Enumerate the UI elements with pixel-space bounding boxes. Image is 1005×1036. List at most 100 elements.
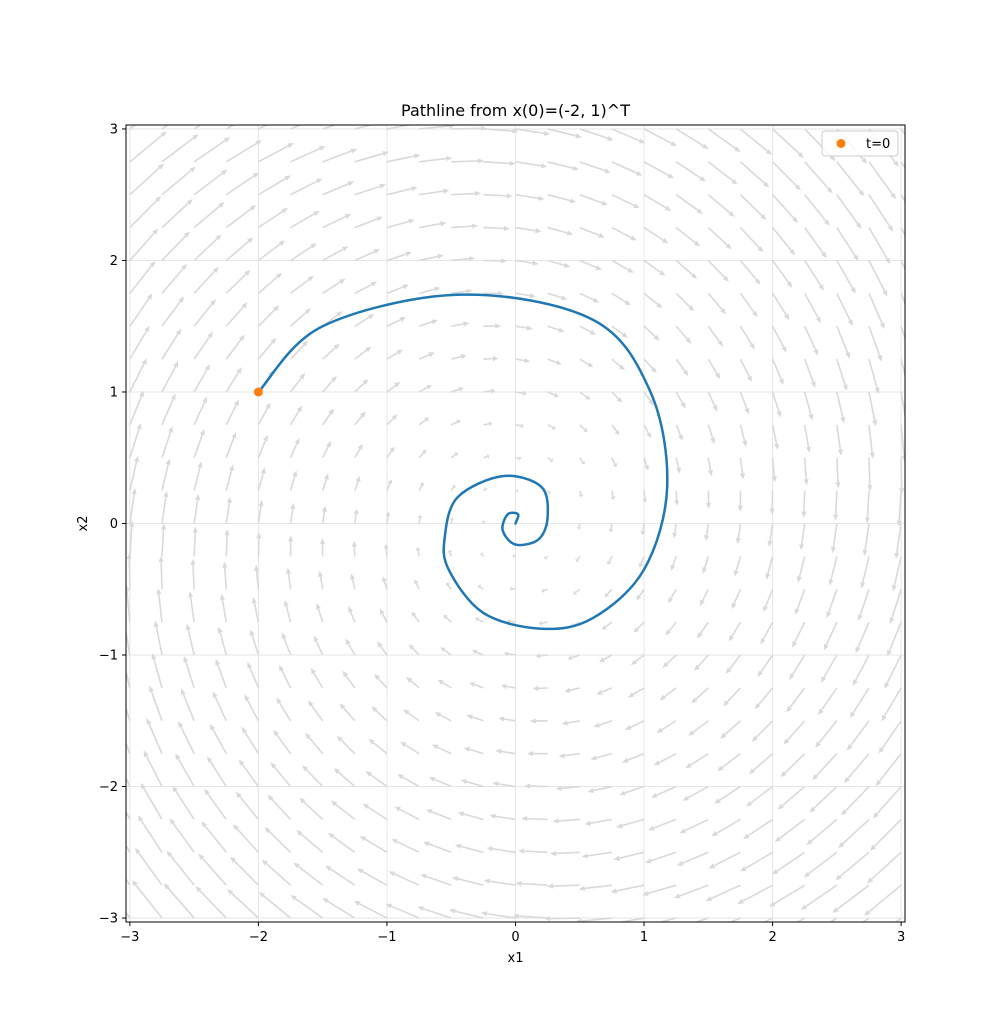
series-layer	[253, 293, 669, 631]
field-arrow-head	[210, 299, 216, 306]
field-arrow-shaft	[322, 248, 344, 262]
field-arrow-shaft	[418, 452, 425, 459]
field-arrow-head	[190, 558, 196, 565]
field-arrow-head	[778, 378, 784, 385]
field-arrow-shaft	[859, 589, 870, 616]
field-arrow-head	[307, 275, 314, 282]
field-arrow-head	[624, 725, 632, 730]
field-arrow-shaft	[611, 457, 616, 465]
field-arrow-head	[339, 703, 346, 710]
field-arrow-head	[382, 151, 389, 157]
field-arrow-shaft	[804, 161, 830, 190]
field-arrow-head	[638, 138, 646, 144]
field-arrow-head	[288, 535, 294, 542]
field-arrow-head	[878, 747, 885, 754]
field-arrow-shaft	[878, 753, 902, 782]
field-arrow-shaft	[515, 128, 545, 135]
legend-label: t=0	[866, 137, 890, 152]
field-arrow-shaft	[515, 325, 528, 329]
field-arrow-shaft	[273, 766, 292, 788]
field-arrow-head	[490, 388, 496, 394]
field-arrow-head	[469, 682, 476, 687]
field-arrow-head	[805, 446, 812, 453]
field-arrow-head	[379, 183, 386, 189]
field-arrow-head	[596, 689, 603, 695]
field-arrow-head	[861, 157, 868, 164]
field-arrow-shaft	[404, 744, 420, 755]
y-axis-label: x2	[76, 516, 91, 532]
field-arrow-shaft	[643, 490, 646, 499]
field-arrow-head	[760, 637, 766, 645]
field-arrow-shaft	[515, 424, 522, 427]
field-arrow-head	[621, 332, 628, 338]
field-arrow-head	[185, 623, 191, 631]
field-arrow-shaft	[515, 292, 530, 297]
field-arrow-shaft	[868, 457, 871, 486]
field-arrow-head	[347, 181, 355, 187]
field-arrow-shaft	[185, 661, 195, 689]
field-arrow-shaft	[457, 878, 484, 886]
field-arrow-shaft	[489, 880, 516, 886]
field-arrow-shaft	[289, 443, 298, 459]
field-arrow-head	[744, 407, 750, 415]
field-arrow-head	[668, 597, 674, 604]
field-arrow-head	[728, 635, 735, 642]
field-arrow-shaft	[251, 635, 260, 656]
field-arrow-shaft	[547, 325, 560, 331]
field-arrow-head	[249, 204, 257, 211]
field-arrow-shaft	[739, 194, 763, 217]
field-arrow-shaft	[687, 785, 709, 799]
axis-ticks: −3 −2 −1 0 1 2 3 −3 −2 −1 0 1 2 3	[99, 122, 905, 945]
field-arrow-head	[699, 599, 705, 607]
field-arrow-head	[646, 432, 651, 439]
field-arrow-head	[333, 768, 341, 775]
field-arrow-head	[754, 278, 761, 285]
field-arrow-shaft	[418, 255, 438, 262]
field-arrow-head	[489, 813, 496, 819]
field-arrow-head	[460, 354, 467, 360]
field-arrow-shaft	[836, 884, 870, 910]
field-arrow-shaft	[410, 680, 420, 689]
field-arrow-head	[815, 316, 822, 324]
field-arrow-shaft	[262, 895, 292, 919]
field-arrow-head	[781, 346, 787, 353]
field-arrow-head	[595, 265, 603, 270]
field-arrow-head	[449, 908, 456, 914]
field-arrow-shaft	[223, 567, 228, 590]
field-arrow-shaft	[225, 142, 258, 163]
field-arrow-shaft	[643, 325, 656, 338]
field-arrow-shaft	[300, 833, 324, 853]
field-arrow-head	[258, 892, 266, 898]
field-arrow-head	[146, 717, 152, 725]
field-arrow-head	[160, 131, 167, 138]
field-arrow-shaft	[818, 720, 838, 744]
field-arrow-shaft	[776, 851, 806, 872]
field-arrow-shaft	[386, 351, 399, 360]
field-arrow-head	[820, 676, 827, 683]
field-arrow-shaft	[857, 621, 870, 649]
field-arrow-shaft	[386, 318, 401, 327]
field-arrow-head	[260, 467, 266, 474]
field-arrow-shaft	[354, 185, 381, 196]
field-arrow-head	[457, 811, 465, 817]
field-arrow-head	[218, 201, 225, 208]
field-arrow-head	[606, 560, 612, 565]
field-arrow-head	[330, 376, 337, 383]
field-arrow-shaft	[852, 687, 870, 714]
field-arrow-shaft	[221, 599, 228, 623]
field-arrow-head	[362, 378, 369, 385]
field-arrow-head	[356, 868, 364, 874]
field-arrow-head	[680, 402, 686, 409]
field-arrow-head	[776, 410, 782, 418]
field-arrow-head	[414, 153, 421, 159]
field-arrow-head	[140, 782, 146, 790]
field-arrow-head	[561, 720, 568, 726]
field-arrow-head	[642, 498, 648, 503]
field-arrow-shaft	[728, 654, 742, 670]
field-arrow-head	[498, 290, 505, 297]
field-arrow-head	[344, 213, 352, 219]
field-arrow-head	[552, 818, 560, 824]
field-arrow-head	[387, 479, 393, 485]
field-arrow-shaft	[199, 889, 227, 919]
field-arrow-head	[215, 659, 221, 666]
